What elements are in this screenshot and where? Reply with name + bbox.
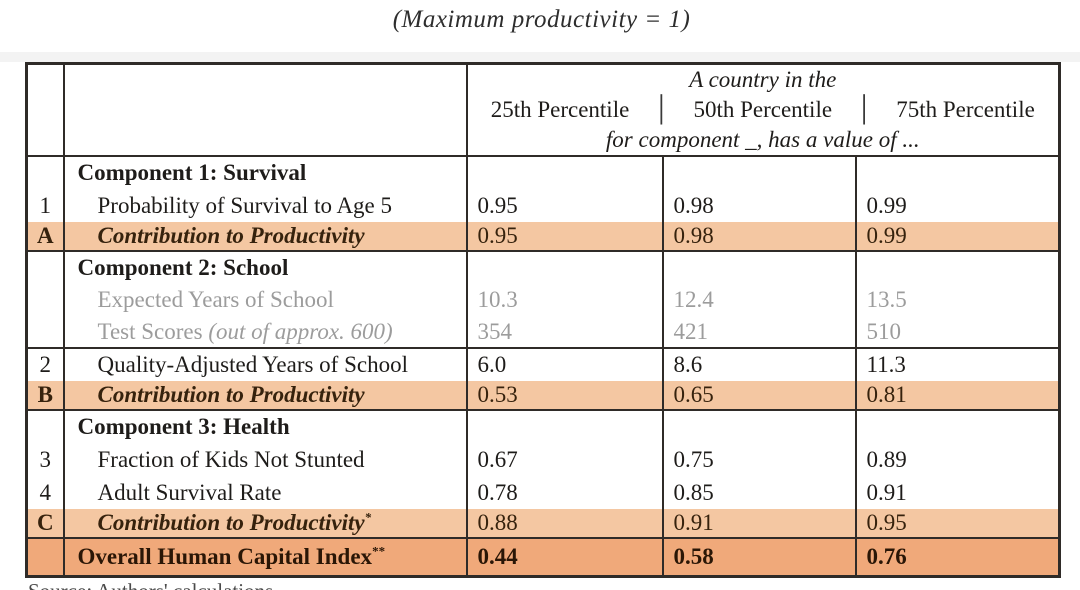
value-cell-75th-percentile: 0.76 xyxy=(854,537,1060,576)
value-cell-50th-percentile: 0.98 xyxy=(661,222,856,251)
row-label-cell: Component 1: Survival xyxy=(62,156,467,189)
value-cell-50th-percentile: 0.58 xyxy=(661,537,856,576)
table-row: Test Scores (out of approx. 600) 354 421… xyxy=(27,316,1060,348)
row-id-cell: C xyxy=(26,509,64,538)
row-id-cell: 2 xyxy=(26,347,64,381)
value-cell-25th-percentile: 0.53 xyxy=(465,381,663,410)
value-cell-50th-percentile: 12.4 xyxy=(661,284,856,316)
value-cell-25th-percentile: 0.44 xyxy=(465,537,663,576)
value-cell-25th-percentile: 354 xyxy=(465,316,663,348)
value-cell-50th-percentile: 0.98 xyxy=(661,189,856,222)
row-id-cell xyxy=(27,156,64,189)
value-cell-75th-percentile: 510 xyxy=(854,316,1060,348)
row-label-cell: Test Scores (out of approx. 600) xyxy=(62,316,467,348)
row-label-cell: Component 2: School xyxy=(62,250,467,284)
value-cell-75th-percentile: 0.99 xyxy=(854,222,1060,251)
table-row: 2 Quality-Adjusted Years of School 6.0 8… xyxy=(26,347,1060,381)
row-label-cell: Contribution to Productivity xyxy=(62,222,467,251)
row-label-cell: Probability of Survival to Age 5 xyxy=(62,189,467,222)
row-id-cell xyxy=(26,250,64,284)
row-label-cell: Expected Years of School xyxy=(62,284,467,316)
row-id-cell: 3 xyxy=(39,446,52,472)
table-row: Expected Years of School 10.3 12.4 13.5 xyxy=(27,284,1060,316)
column-header-75th: 75th Percentile xyxy=(896,97,1035,123)
row-id-cell xyxy=(26,537,64,576)
value-cell-50th-percentile xyxy=(661,250,856,284)
table-row: 1 Probability of Survival to Age 5 0.95 … xyxy=(27,189,1060,222)
table-row: B Contribution to Productivity 0.53 0.65… xyxy=(26,381,1060,410)
table-header-row: A country in the 25th Percentile │ 50th … xyxy=(26,63,1060,157)
source-note: Source: Authors' calculations xyxy=(28,579,273,590)
row-id-cell xyxy=(27,284,64,316)
human-capital-index-table: A country in the 25th Percentile │ 50th … xyxy=(25,62,1062,578)
row-id-cell xyxy=(27,316,64,348)
row-id-cell: B xyxy=(26,381,64,410)
header-percentiles-cell: A country in the 25th Percentile │ 50th … xyxy=(465,63,1060,157)
value-cell-25th-percentile: 0.95 xyxy=(465,189,663,222)
value-cell-25th-percentile: 6.0 xyxy=(465,347,663,381)
row-label-cell: Quality-Adjusted Years of School xyxy=(62,347,467,381)
row-label-cell: Fraction of Kids Not Stunted xyxy=(62,443,467,476)
table-row: C Contribution to Productivity* 0.88 0.9… xyxy=(26,509,1060,538)
value-cell-50th-percentile xyxy=(661,409,856,443)
column-header-25th: 25th Percentile xyxy=(490,97,630,123)
header-line-bottom: for component _, has a value of ... xyxy=(605,127,920,153)
value-cell-25th-percentile xyxy=(465,409,663,443)
value-cell-75th-percentile: 13.5 xyxy=(854,284,1060,316)
header-line-top: A country in the xyxy=(689,67,837,93)
value-cell-50th-percentile: 421 xyxy=(661,316,856,348)
row-id-cell: 4 xyxy=(39,479,52,505)
value-cell-25th-percentile: 0.67 xyxy=(465,443,663,476)
table-title: (Maximum productivity = 1) xyxy=(392,6,691,33)
value-cell-75th-percentile xyxy=(854,409,1060,443)
table-row: Component 1: Survival xyxy=(27,156,1060,189)
background-band xyxy=(0,52,1080,62)
value-cell-75th-percentile: 0.95 xyxy=(854,509,1060,538)
table-row: Overall Human Capital Index** 0.44 0.58 … xyxy=(26,537,1060,576)
value-cell-25th-percentile xyxy=(465,250,663,284)
value-cell-75th-percentile: 0.91 xyxy=(854,476,1060,509)
row-id-cell xyxy=(26,409,64,443)
row-id-cell: 1 xyxy=(39,192,52,218)
value-cell-50th-percentile: 0.91 xyxy=(661,509,856,538)
value-cell-25th-percentile: 10.3 xyxy=(465,284,663,316)
value-cell-25th-percentile: 0.78 xyxy=(465,476,663,509)
table-row: 4 Adult Survival Rate 0.78 0.85 0.91 xyxy=(27,476,1060,509)
header-percentile-row: 25th Percentile │ 50th Percentile │ 75th… xyxy=(469,95,1059,125)
table-row: Component 3: Health xyxy=(26,409,1060,443)
row-label-cell: Overall Human Capital Index** xyxy=(62,537,467,576)
column-divider-icon: │ xyxy=(652,96,671,123)
column-header-50th: 50th Percentile xyxy=(693,97,833,123)
value-cell-25th-percentile: 0.88 xyxy=(465,509,663,538)
header-rowid-cell xyxy=(26,63,64,157)
value-cell-75th-percentile: 0.89 xyxy=(854,443,1060,476)
value-cell-25th-percentile: 0.95 xyxy=(465,222,663,251)
header-label-cell xyxy=(62,63,467,157)
value-cell-75th-percentile xyxy=(854,250,1060,284)
row-label-cell: Component 3: Health xyxy=(62,409,467,443)
row-label-cell: Adult Survival Rate xyxy=(62,476,467,509)
table-row: 3 Fraction of Kids Not Stunted 0.67 0.75… xyxy=(27,443,1060,476)
value-cell-50th-percentile: 8.6 xyxy=(661,347,856,381)
value-cell-25th-percentile xyxy=(465,156,663,189)
table-row: Component 2: School xyxy=(26,250,1060,284)
row-id-cell: A xyxy=(26,222,64,251)
value-cell-75th-percentile xyxy=(854,156,1060,189)
table-body: Component 1: Survival 1 Probability of S… xyxy=(26,156,1060,576)
value-cell-50th-percentile: 0.85 xyxy=(661,476,856,509)
value-cell-50th-percentile: 0.75 xyxy=(661,443,856,476)
table-row: A Contribution to Productivity 0.95 0.98… xyxy=(26,222,1060,251)
value-cell-75th-percentile: 11.3 xyxy=(854,347,1060,381)
value-cell-50th-percentile xyxy=(661,156,856,189)
column-divider-icon: │ xyxy=(855,96,873,123)
value-cell-75th-percentile: 0.99 xyxy=(854,189,1060,222)
row-label-cell: Contribution to Productivity* xyxy=(62,509,467,538)
value-cell-75th-percentile: 0.81 xyxy=(854,381,1060,410)
row-label-cell: Contribution to Productivity xyxy=(62,381,467,410)
value-cell-50th-percentile: 0.65 xyxy=(661,381,856,410)
